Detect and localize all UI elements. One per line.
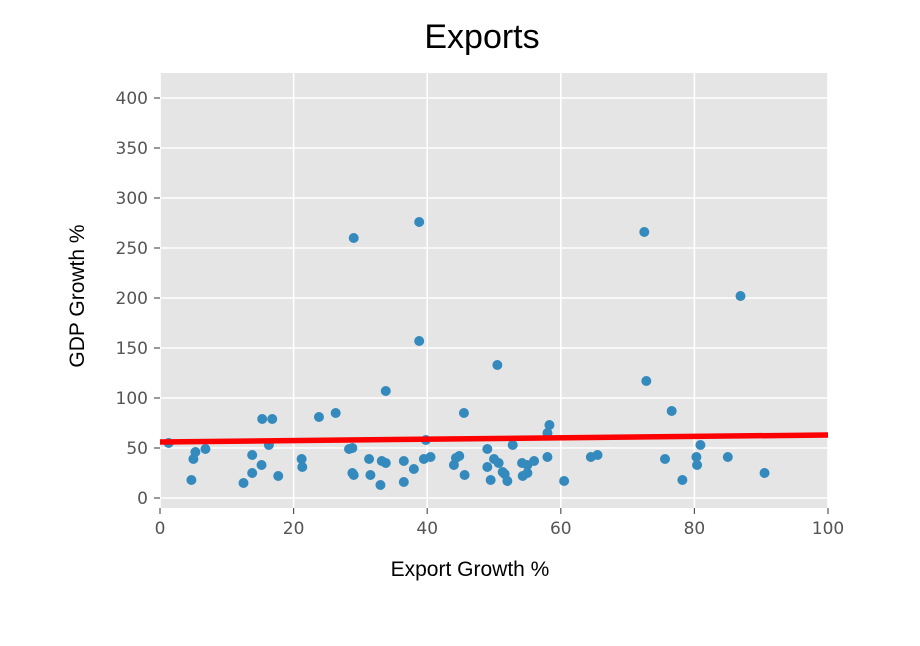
- data-point: [454, 451, 465, 461]
- data-point: [348, 233, 359, 243]
- data-point: [238, 478, 249, 488]
- data-point: [485, 475, 496, 485]
- y-tick-label: 350: [116, 139, 148, 159]
- data-point: [273, 471, 284, 481]
- data-points: [163, 217, 770, 490]
- data-point: [330, 408, 341, 418]
- y-tick-label: 100: [116, 389, 148, 409]
- data-point: [247, 450, 258, 460]
- data-point: [313, 412, 324, 422]
- data-point: [256, 460, 267, 470]
- data-point: [365, 470, 376, 480]
- data-point: [660, 454, 671, 464]
- data-point: [247, 468, 258, 478]
- y-axis-ticks: 0 50 100 150 200 250 300 350 400: [116, 89, 160, 509]
- data-point: [347, 443, 358, 453]
- y-tick-label: 250: [116, 239, 148, 259]
- y-tick-label: 150: [116, 339, 148, 359]
- data-point: [257, 414, 268, 424]
- data-point: [502, 476, 513, 486]
- data-point: [691, 452, 702, 462]
- data-point: [425, 452, 436, 462]
- data-point: [200, 444, 211, 454]
- x-tick-label: 100: [812, 519, 844, 539]
- data-point: [544, 420, 555, 430]
- data-point: [759, 468, 770, 478]
- data-point: [522, 468, 533, 478]
- x-tick-label: 60: [550, 519, 572, 539]
- data-point: [375, 480, 386, 490]
- data-point: [380, 458, 391, 468]
- data-point: [348, 470, 359, 480]
- data-point: [296, 454, 307, 464]
- data-point: [408, 464, 419, 474]
- data-point: [677, 475, 688, 485]
- y-tick-label: 0: [137, 489, 148, 509]
- data-point: [695, 440, 706, 450]
- trendline-group: [159, 432, 829, 445]
- data-point: [459, 470, 470, 480]
- y-axis-label: GDP Growth %: [66, 224, 89, 367]
- data-point: [529, 456, 540, 466]
- data-point: [559, 476, 570, 486]
- x-axis-label: Export Growth %: [391, 558, 550, 581]
- data-point: [364, 454, 375, 464]
- data-point: [542, 452, 553, 462]
- chart-title: Exports: [424, 18, 539, 56]
- data-point: [639, 227, 650, 237]
- data-point: [414, 217, 425, 227]
- data-point: [722, 452, 733, 462]
- data-point: [398, 477, 409, 487]
- x-tick-label: 0: [155, 519, 166, 539]
- data-point: [692, 460, 703, 470]
- data-point: [592, 450, 603, 460]
- x-tick-label: 80: [684, 519, 706, 539]
- data-point: [641, 376, 652, 386]
- x-tick-label: 20: [283, 519, 305, 539]
- x-axis-ticks: 0 20 40 60 80 100: [155, 508, 844, 539]
- data-point: [267, 414, 278, 424]
- data-point: [398, 456, 409, 466]
- y-tick-label: 300: [116, 189, 148, 209]
- data-point: [482, 444, 493, 454]
- y-tick-label: 200: [116, 289, 148, 309]
- data-point: [458, 408, 469, 418]
- trendline: [159, 432, 829, 445]
- data-point: [380, 386, 391, 396]
- data-point: [666, 406, 677, 416]
- data-point: [186, 475, 197, 485]
- y-tick-label: 50: [126, 439, 148, 459]
- y-tick-label: 400: [116, 89, 148, 109]
- data-point: [482, 462, 493, 472]
- data-point: [507, 440, 518, 450]
- data-point: [735, 291, 746, 301]
- data-point: [492, 360, 503, 370]
- data-point: [297, 462, 308, 472]
- data-point: [414, 336, 425, 346]
- data-point: [190, 447, 201, 457]
- x-tick-label: 40: [416, 519, 438, 539]
- data-point: [493, 458, 504, 468]
